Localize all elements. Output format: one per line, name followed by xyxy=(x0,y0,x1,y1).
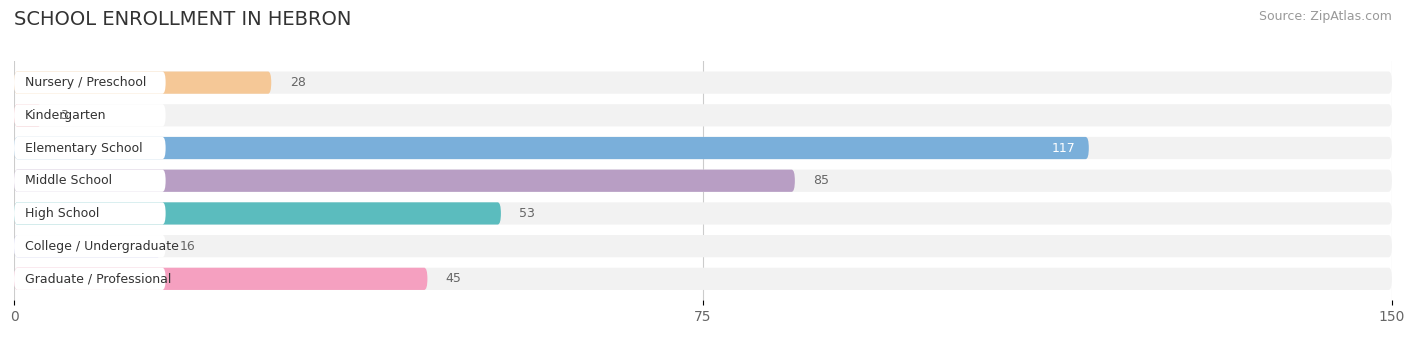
Text: 85: 85 xyxy=(813,174,830,187)
FancyBboxPatch shape xyxy=(14,104,166,127)
FancyBboxPatch shape xyxy=(14,202,1392,224)
Text: High School: High School xyxy=(25,207,100,220)
Text: 3: 3 xyxy=(60,109,67,122)
FancyBboxPatch shape xyxy=(14,137,166,159)
FancyBboxPatch shape xyxy=(14,104,1392,127)
Text: College / Undergraduate: College / Undergraduate xyxy=(25,240,179,253)
FancyBboxPatch shape xyxy=(14,235,166,257)
FancyBboxPatch shape xyxy=(14,202,166,224)
FancyBboxPatch shape xyxy=(14,202,501,224)
FancyBboxPatch shape xyxy=(14,137,1392,159)
FancyBboxPatch shape xyxy=(14,268,427,290)
FancyBboxPatch shape xyxy=(14,235,162,257)
FancyBboxPatch shape xyxy=(14,169,166,192)
Text: 16: 16 xyxy=(180,240,195,253)
Text: 117: 117 xyxy=(1052,142,1076,154)
FancyBboxPatch shape xyxy=(14,235,1392,257)
FancyBboxPatch shape xyxy=(14,137,1088,159)
Text: 28: 28 xyxy=(290,76,305,89)
FancyBboxPatch shape xyxy=(14,72,271,94)
Text: Source: ZipAtlas.com: Source: ZipAtlas.com xyxy=(1258,10,1392,23)
Text: Graduate / Professional: Graduate / Professional xyxy=(25,272,172,285)
FancyBboxPatch shape xyxy=(14,169,1392,192)
Text: SCHOOL ENROLLMENT IN HEBRON: SCHOOL ENROLLMENT IN HEBRON xyxy=(14,10,352,29)
FancyBboxPatch shape xyxy=(14,268,1392,290)
FancyBboxPatch shape xyxy=(14,169,794,192)
Text: Elementary School: Elementary School xyxy=(25,142,142,154)
FancyBboxPatch shape xyxy=(14,72,1392,94)
FancyBboxPatch shape xyxy=(14,104,42,127)
Text: 45: 45 xyxy=(446,272,461,285)
Text: Nursery / Preschool: Nursery / Preschool xyxy=(25,76,146,89)
Text: Kindergarten: Kindergarten xyxy=(25,109,107,122)
FancyBboxPatch shape xyxy=(14,268,166,290)
Text: Middle School: Middle School xyxy=(25,174,112,187)
FancyBboxPatch shape xyxy=(14,72,166,94)
Text: 53: 53 xyxy=(519,207,536,220)
